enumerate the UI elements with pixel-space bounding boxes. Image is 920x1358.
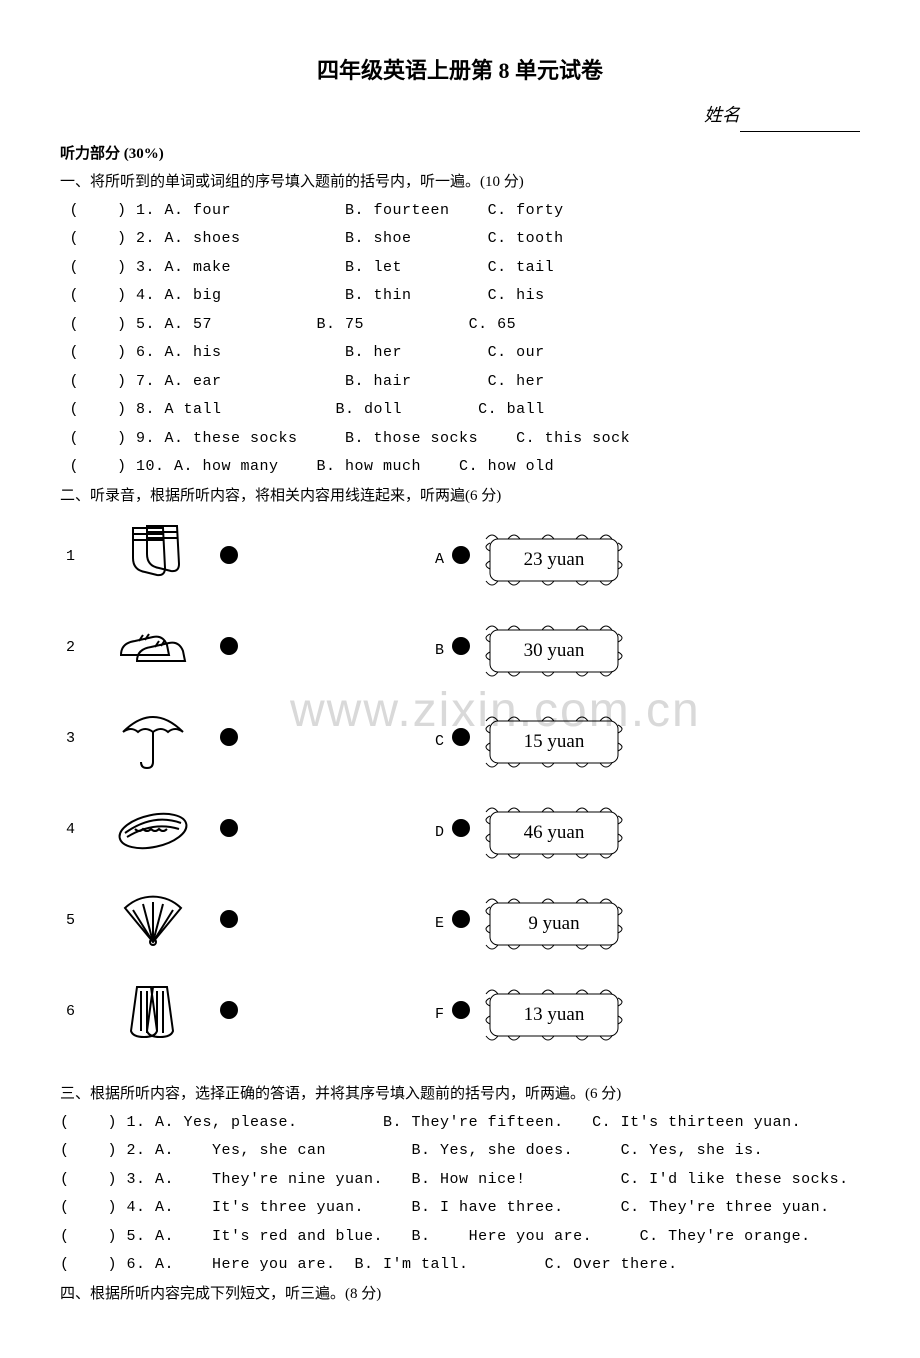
match-row: 2 B 30 yuan	[60, 605, 620, 696]
q3-row: ( ) 6. A. Here you are. B. I'm tall. C. …	[60, 1251, 860, 1280]
right-dot[interactable]	[446, 514, 488, 605]
price-box: 9 yuan	[488, 878, 620, 969]
match-index: 1	[60, 514, 92, 605]
q1-row: ( ) 2. A. shoes B. shoe C. tooth	[60, 225, 860, 254]
price-box: 15 yuan	[488, 696, 620, 787]
left-dot[interactable]	[214, 878, 256, 969]
section3-heading: 三、根据所听内容，选择正确的答语，并将其序号填入题前的括号内，听两遍。(6 分)	[60, 1080, 860, 1109]
match-letter: D	[408, 787, 446, 878]
name-field: 姓名	[60, 98, 860, 132]
q1-row: ( ) 5. A. 57 B. 75 C. 65	[60, 311, 860, 340]
match-row: 6 F 13 yuan	[60, 969, 620, 1060]
q3-row: ( ) 3. A. They're nine yuan. B. How nice…	[60, 1166, 860, 1195]
match-icon-umbrella	[92, 696, 214, 787]
right-dot[interactable]	[446, 787, 488, 878]
section1-heading: 一、将所听到的单词或词组的序号填入题前的括号内，听一遍。(10 分)	[60, 168, 860, 197]
page-title: 四年级英语上册第 8 单元试卷	[60, 50, 860, 92]
q1-row: ( ) 3. A. make B. let C. tail	[60, 254, 860, 283]
q3-row: ( ) 1. A. Yes, please. B. They're fiftee…	[60, 1109, 860, 1138]
match-letter: F	[408, 969, 446, 1060]
left-dot[interactable]	[214, 696, 256, 787]
match-icon-socks	[92, 514, 214, 605]
match-icon-fan	[92, 878, 214, 969]
name-label: 姓名	[704, 105, 740, 125]
right-dot[interactable]	[446, 878, 488, 969]
match-icon-hotdog	[92, 787, 214, 878]
price-box: 13 yuan	[488, 969, 620, 1060]
match-icon-shoes	[92, 605, 214, 696]
q1-row: ( ) 6. A. his B. her C. our	[60, 339, 860, 368]
match-icon-skirt	[92, 969, 214, 1060]
section1-list: ( ) 1. A. four B. fourteen C. forty ( ) …	[60, 197, 860, 482]
left-dot[interactable]	[214, 605, 256, 696]
right-dot[interactable]	[446, 969, 488, 1060]
match-index: 3	[60, 696, 92, 787]
section3-list: ( ) 1. A. Yes, please. B. They're fiftee…	[60, 1109, 860, 1280]
match-index: 2	[60, 605, 92, 696]
match-index: 6	[60, 969, 92, 1060]
match-letter: C	[408, 696, 446, 787]
left-dot[interactable]	[214, 787, 256, 878]
q1-row: ( ) 8. A tall B. doll C. ball	[60, 396, 860, 425]
match-letter: A	[408, 514, 446, 605]
price-box: 23 yuan	[488, 514, 620, 605]
match-letter: B	[408, 605, 446, 696]
q1-row: ( ) 9. A. these socks B. those socks C. …	[60, 425, 860, 454]
match-row: 5 E 9 yuan	[60, 878, 620, 969]
price-box: 30 yuan	[488, 605, 620, 696]
q1-row: ( ) 4. A. big B. thin C. his	[60, 282, 860, 311]
right-dot[interactable]	[446, 605, 488, 696]
q1-row: ( ) 10. A. how many B. how much C. how o…	[60, 453, 860, 482]
section2-heading: 二、听录音，根据所听内容，将相关内容用线连起来，听两遍(6 分)	[60, 482, 860, 511]
right-dot[interactable]	[446, 696, 488, 787]
name-blank[interactable]	[740, 131, 860, 132]
match-index: 5	[60, 878, 92, 969]
section4-heading: 四、根据所听内容完成下列短文，听三遍。(8 分)	[60, 1280, 860, 1309]
match-row: 4 D 46 yuan	[60, 787, 620, 878]
match-row: 1 A 23 yuan	[60, 514, 620, 605]
q1-row: ( ) 1. A. four B. fourteen C. forty	[60, 197, 860, 226]
q3-row: ( ) 4. A. It's three yuan. B. I have thr…	[60, 1194, 860, 1223]
match-table: 1 A 23 yuan 2 B 30 yuan 3 C 15 yuan 4 D	[60, 514, 620, 1060]
listening-header: 听力部分 (30%)	[60, 140, 860, 169]
match-row: 3 C 15 yuan	[60, 696, 620, 787]
q1-row: ( ) 7. A. ear B. hair C. her	[60, 368, 860, 397]
left-dot[interactable]	[214, 969, 256, 1060]
q3-row: ( ) 5. A. It's red and blue. B. Here you…	[60, 1223, 860, 1252]
match-letter: E	[408, 878, 446, 969]
left-dot[interactable]	[214, 514, 256, 605]
match-index: 4	[60, 787, 92, 878]
price-box: 46 yuan	[488, 787, 620, 878]
q3-row: ( ) 2. A. Yes, she can B. Yes, she does.…	[60, 1137, 860, 1166]
